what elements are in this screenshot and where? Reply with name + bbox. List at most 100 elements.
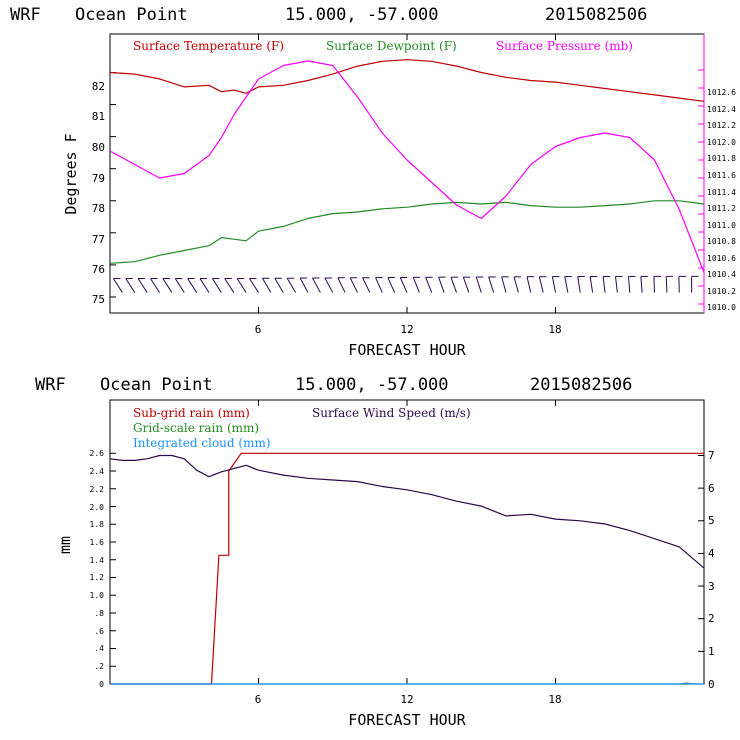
chart-2-y2-tick-labels: 0 1 2 3 4 5 6 7: [708, 449, 715, 691]
chart-1-y2-tick-label: 1010.0: [707, 303, 736, 312]
wind-barb: [602, 276, 606, 293]
chart-1-x-tick-label: 6: [255, 323, 262, 336]
wind-barb: [450, 276, 457, 293]
chart-1-y-tick-label: 81: [92, 110, 105, 123]
chart-2-y-tick-labels: 0 .2 .4 .6 .8 1.0 1.2 1.4 1.6 1.8 2.0 2.…: [90, 449, 105, 689]
wind-barb: [538, 276, 544, 293]
chart-1-y2-tick-label: 1010.4: [707, 270, 736, 279]
chart-2-y-tick-label: .8: [94, 609, 104, 618]
wind-barb: [199, 278, 210, 293]
chart-1-y2-tick-label: 1011.8: [707, 154, 736, 163]
chart-2-series-marks: [109, 400, 705, 685]
series-line-surface-dewpoint-f: [109, 200, 705, 264]
chart-2: WRF Ocean Point 15.000, -57.000 20150825…: [35, 375, 715, 729]
chart-2-x-tick-labels: 6 12 18: [255, 693, 562, 706]
chart-2-x-tick-label: 6: [255, 693, 262, 706]
chart-2-y2-tick-label: 5: [708, 514, 715, 527]
chart-2-x-tick-label: 18: [548, 693, 561, 706]
wind-barb: [551, 276, 556, 293]
chart-2-legend-integrated-cloud: Integrated cloud (mm): [133, 436, 271, 450]
chart-1-y-tick-label: 78: [92, 202, 105, 215]
chart-1-legend-dewpoint: Surface Dewpoint (F): [326, 39, 457, 53]
series-line-surface-wind-speed-m-s: [109, 454, 705, 569]
wind-barb: [614, 276, 618, 293]
chart-1-x-tick-label: 18: [548, 323, 561, 336]
chart-1-y-tick-label: 80: [92, 141, 105, 154]
chart-2-y-axis-label: mm: [56, 536, 74, 554]
chart-2-x-axis-label: FORECAST HOUR: [348, 711, 466, 729]
wind-barb: [526, 276, 532, 293]
chart-1-y-tick-labels: 75 76 77 78 79 80 81 82: [92, 80, 105, 306]
chart-2-y-tick-label: 2.6: [90, 449, 105, 458]
wind-barb: [475, 276, 482, 293]
chart-2-y2-tick-label: 6: [708, 482, 715, 495]
chart-2-legend-gridscale-rain: Grid-scale rain (mm): [133, 421, 259, 435]
wind-barb: [425, 277, 433, 293]
chart-1-y2-tick-label: 1012.2: [707, 121, 736, 130]
wind-barb: [261, 277, 272, 293]
chart-2-y-tick-label: 2.2: [90, 485, 105, 494]
wind-barb: [125, 278, 136, 293]
wind-barb: [150, 278, 160, 293]
chart-1-header-run: 2015082506: [545, 5, 647, 25]
chart-2-legend-subgrid-rain: Sub-grid rain (mm): [133, 406, 250, 420]
wind-barb: [653, 276, 655, 293]
wind-barb: [312, 277, 321, 293]
chart-1-y-tick-label: 75: [92, 293, 105, 306]
wind-barb: [324, 277, 334, 293]
chart-2-y2-tick-label: 2: [708, 612, 715, 625]
chart-1-y2-tick-label: 1010.2: [707, 287, 736, 296]
series-line-surface-pressure-mb: [109, 60, 705, 273]
wind-barb: [462, 276, 470, 293]
chart-2-y-tick-label: .4: [94, 644, 104, 653]
chart-2-header-run: 2015082506: [530, 375, 632, 395]
wind-barb: [513, 276, 519, 293]
wind-barb: [236, 278, 247, 293]
wind-barb: [349, 277, 358, 293]
wind-barb: [399, 277, 408, 293]
chart-2-header-location: Ocean Point: [100, 375, 213, 395]
chart-1-y-tick-label: 77: [92, 233, 105, 246]
chart-1-x-tick-labels: 6 12 18: [255, 323, 562, 336]
chart-2-y-tick-label: 1.8: [90, 520, 105, 529]
wind-barb: [274, 277, 284, 293]
wind-barb: [640, 276, 643, 293]
series-line-integrated-cloud-mm: [110, 682, 704, 685]
chart-1-header-model: WRF: [10, 5, 41, 25]
chart-1: WRF Ocean Point 15.000, -57.000 20150825…: [10, 5, 736, 359]
chart-2-y2-tick-label: 7: [708, 449, 715, 462]
chart-1-legend-pressure: Surface Pressure (mb): [496, 39, 633, 53]
chart-2-y-tick-label: 2.0: [90, 503, 105, 512]
wind-barb: [412, 277, 420, 293]
chart-1-y2-tick-label: 1011.0: [707, 221, 736, 230]
chart-1-y-tick-label: 76: [92, 263, 105, 276]
wind-barb: [488, 276, 495, 293]
wind-barb: [112, 278, 123, 293]
wind-barb: [375, 277, 383, 293]
chart-1-y2-tick-label: 1012.4: [707, 105, 736, 114]
wind-barb: [665, 276, 668, 293]
chart-2-y2-tick-label: 3: [708, 580, 715, 593]
chart-1-y-tick-label: 82: [92, 80, 105, 93]
wind-barb: [187, 278, 198, 293]
wind-barb: [162, 278, 173, 293]
chart-1-y-tick-label: 79: [92, 172, 105, 185]
chart-1-y2-tick-label: 1010.8: [707, 237, 736, 246]
chart-2-legend-wind-speed: Surface Wind Speed (m/s): [312, 406, 471, 420]
chart-1-x-tick-label: 12: [400, 323, 413, 336]
chart-1-header-location: Ocean Point: [75, 5, 188, 25]
series-line-surface-temperature-f: [109, 59, 705, 102]
wind-barb: [174, 278, 185, 293]
chart-2-header-model: WRF: [35, 375, 66, 395]
chart-1-header-coords: 15.000, -57.000: [285, 5, 439, 25]
chart-2-y-tick-label: .2: [94, 662, 104, 671]
wind-barb: [299, 277, 309, 293]
chart-1-y2-tick-label: 1010.6: [707, 254, 736, 263]
wind-barb: [211, 278, 222, 293]
chart-2-y2-tick-label: 1: [708, 645, 715, 658]
wind-barb: [286, 277, 297, 293]
chart-2-y-tick-label: .6: [94, 627, 104, 636]
chart-2-x-tick-label: 12: [400, 693, 413, 706]
wind-barb: [362, 277, 371, 293]
